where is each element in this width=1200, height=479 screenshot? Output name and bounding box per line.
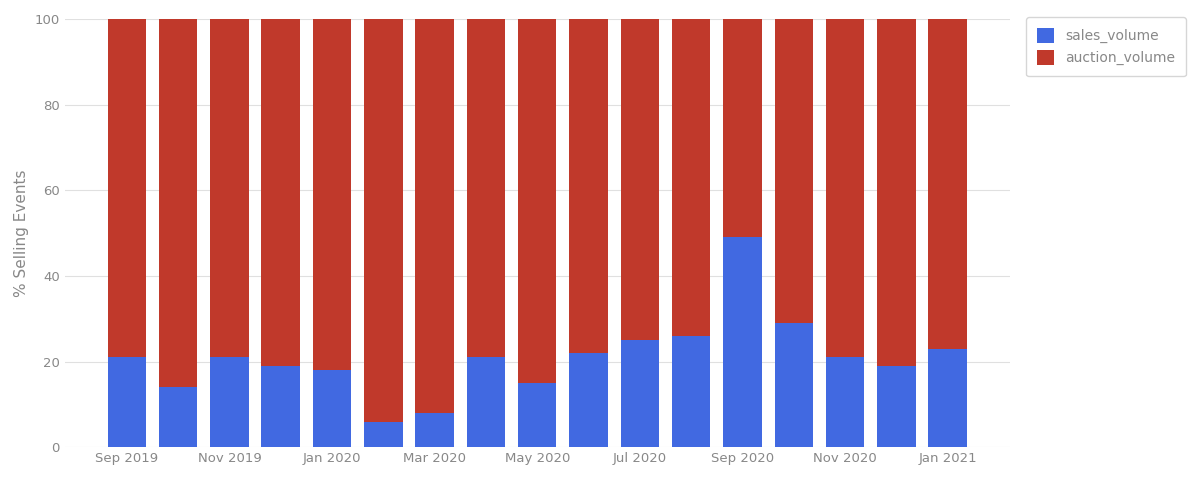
Bar	[108, 19, 146, 357]
Bar	[313, 19, 352, 370]
Bar	[364, 422, 402, 447]
Bar	[877, 19, 916, 366]
Bar	[518, 19, 557, 383]
Y-axis label: % Selling Events: % Selling Events	[14, 169, 29, 297]
Bar	[158, 19, 197, 388]
Bar	[569, 19, 607, 353]
Bar	[672, 336, 710, 447]
Bar	[313, 370, 352, 447]
Bar	[724, 19, 762, 238]
Bar	[210, 19, 248, 357]
Bar	[108, 357, 146, 447]
Bar	[620, 340, 659, 447]
Bar	[210, 357, 248, 447]
Bar	[467, 357, 505, 447]
Bar	[262, 366, 300, 447]
Bar	[774, 19, 812, 323]
Bar	[826, 19, 864, 357]
Bar	[569, 353, 607, 447]
Legend: sales_volume, auction_volume: sales_volume, auction_volume	[1026, 17, 1187, 76]
Bar	[518, 383, 557, 447]
Bar	[672, 19, 710, 336]
Bar	[877, 366, 916, 447]
Bar	[364, 19, 402, 422]
Bar	[774, 323, 812, 447]
Bar	[620, 19, 659, 340]
Bar	[262, 19, 300, 366]
Bar	[415, 19, 454, 413]
Bar	[826, 357, 864, 447]
Bar	[158, 388, 197, 447]
Bar	[929, 349, 967, 447]
Bar	[467, 19, 505, 357]
Bar	[415, 413, 454, 447]
Bar	[929, 19, 967, 349]
Bar	[724, 238, 762, 447]
